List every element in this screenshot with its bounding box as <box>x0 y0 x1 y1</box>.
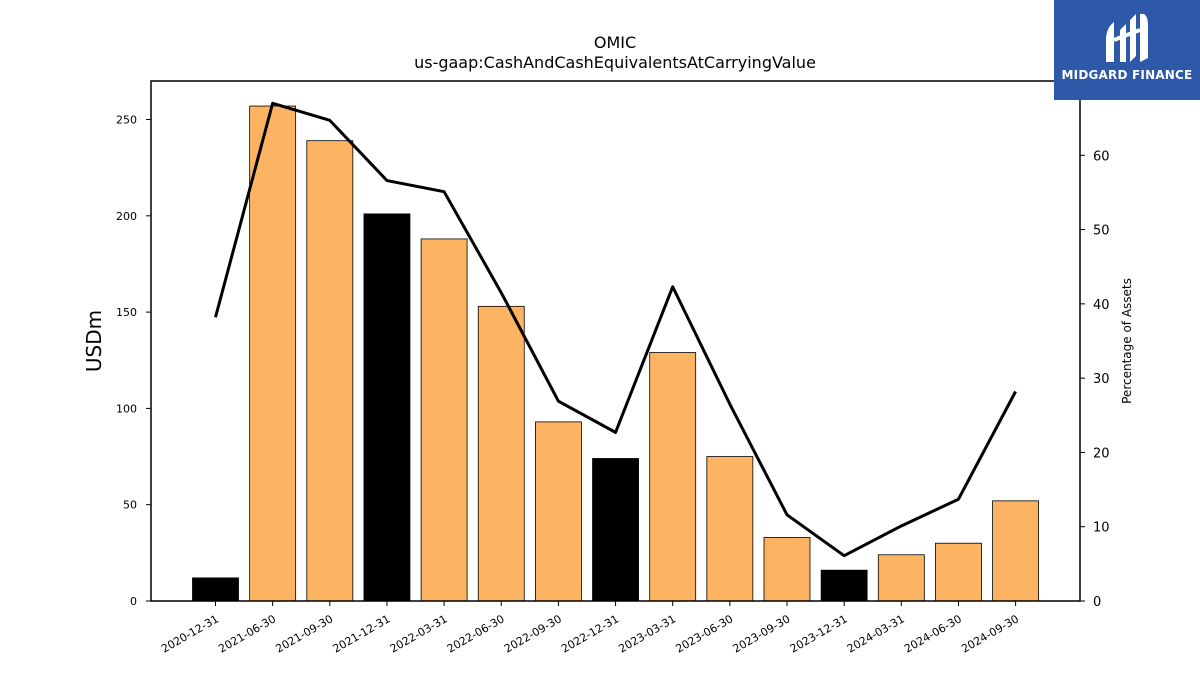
chart-title: OMIC <box>594 33 636 52</box>
x-tick-label: 2024-06-30 <box>902 612 964 655</box>
bar-2021-09-30 <box>306 140 354 602</box>
right-tick-label: 0 <box>1093 595 1101 610</box>
x-tick-label: 2022-09-30 <box>502 612 564 655</box>
bar-2022-06-30 <box>477 305 525 602</box>
bar-2022-09-30 <box>535 421 582 602</box>
x-tick-label: 2022-06-30 <box>445 612 507 655</box>
x-tick-label: 2021-09-30 <box>273 612 335 655</box>
left-tick-label: 100 <box>116 402 137 415</box>
chart-subtitle: us-gaap:CashAndCashEquivalentsAtCarrying… <box>414 53 816 72</box>
bar-2024-09-30 <box>992 500 1039 602</box>
x-tick-label: 2024-03-31 <box>845 612 907 655</box>
right-axis: 0 10 20 30 40 50 60 <box>1080 149 1110 610</box>
x-tick-label: 2020-12-31 <box>159 612 221 655</box>
bar-2023-09-30 <box>763 537 811 602</box>
right-tick-label: 60 <box>1093 149 1110 164</box>
y-axis-label: USDm <box>82 310 106 372</box>
x-tick-label: 2022-03-31 <box>388 612 450 655</box>
bar-2024-03-31 <box>877 554 925 602</box>
left-tick-label: 250 <box>116 114 137 127</box>
right-tick-label: 30 <box>1093 372 1110 387</box>
right-tick-label: 10 <box>1093 521 1110 536</box>
left-tick-label: 0 <box>130 595 137 608</box>
bar-2024-06-30 <box>935 542 982 602</box>
bar-2021-12-31 <box>363 213 411 602</box>
x-tick-label: 2024-09-30 <box>959 612 1021 655</box>
right-tick-label: 40 <box>1093 298 1110 313</box>
right-tick-label: 20 <box>1093 446 1110 461</box>
left-tick-label: 150 <box>116 306 137 319</box>
x-tick-label: 2023-09-30 <box>731 612 793 655</box>
bar-2022-03-31 <box>420 238 468 602</box>
bar-2022-12-31 <box>592 458 639 602</box>
left-axis: 0 50 100 150 200 250 <box>116 114 151 608</box>
bar-2023-06-30 <box>706 456 754 602</box>
left-tick-label: 50 <box>123 499 137 512</box>
x-tick-label: 2023-06-30 <box>673 612 735 655</box>
logo-text: MIDGARD FINANCE <box>1061 68 1193 82</box>
midgard-finance-logo: MIDGARD FINANCE <box>1054 0 1200 100</box>
line-series <box>214 101 1017 558</box>
bar-2023-03-31 <box>649 352 697 602</box>
x-tick-label: 2023-03-31 <box>616 612 678 655</box>
right-tick-label: 50 <box>1093 224 1110 239</box>
x-tick-label: 2022-12-31 <box>559 612 621 655</box>
logo-mark-icon <box>1106 13 1148 62</box>
x-axis: 2020-12-312021-06-302021-09-302021-12-31… <box>159 601 1021 656</box>
x-tick-label: 2021-12-31 <box>331 612 393 655</box>
y2-axis-label: Percentage of Assets <box>1120 278 1134 404</box>
bar-2021-06-30 <box>249 105 297 602</box>
bar-2020-12-31 <box>192 577 239 602</box>
x-tick-label: 2023-12-31 <box>788 612 850 655</box>
x-tick-label: 2021-06-30 <box>216 612 278 655</box>
percentage-line <box>214 101 1017 558</box>
left-tick-label: 200 <box>116 210 137 223</box>
bar-series <box>192 105 1039 602</box>
bar-2023-12-31 <box>820 569 868 602</box>
